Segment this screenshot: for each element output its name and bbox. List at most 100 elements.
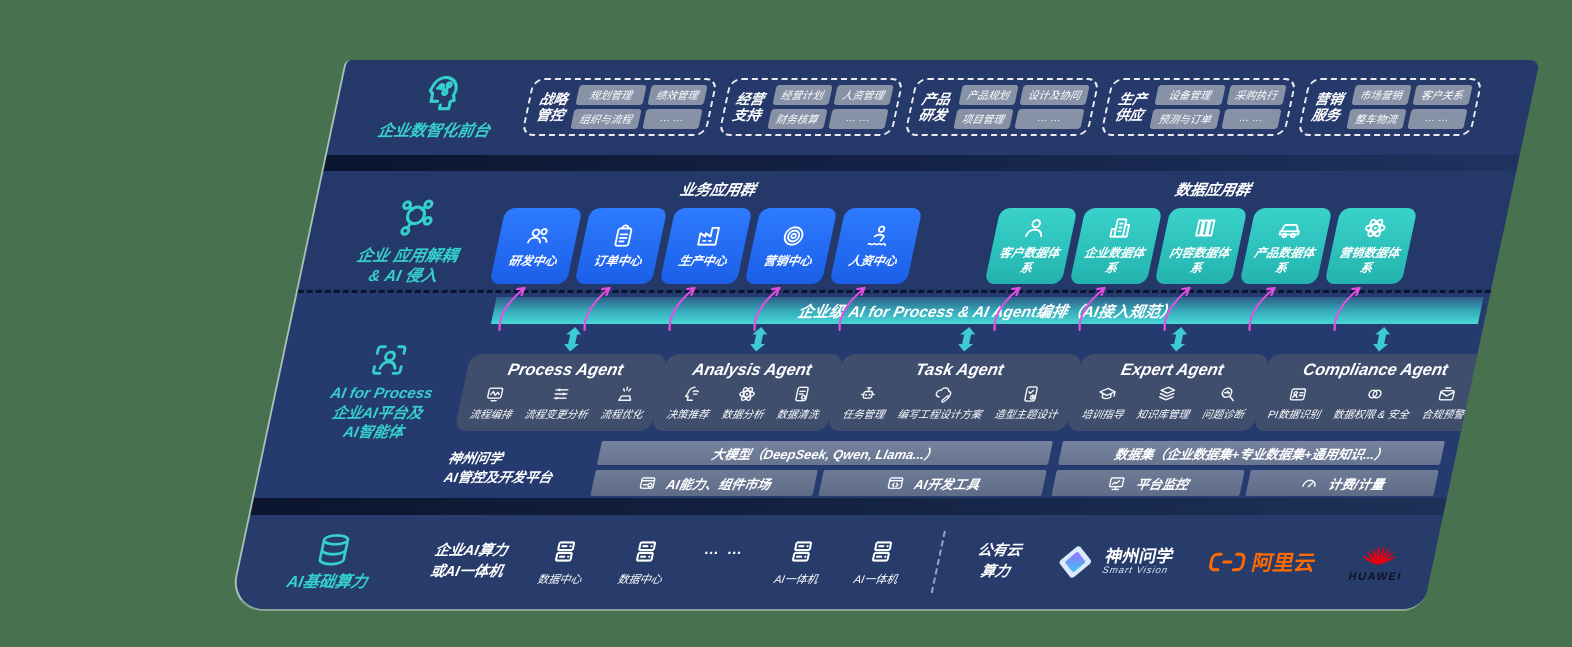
database-icon bbox=[311, 531, 357, 569]
agent-card-process: Process Agent 流程编排 流程变更分析 流程优化 bbox=[454, 327, 668, 432]
grad-cap-icon bbox=[1095, 384, 1119, 404]
infra-band: AI基础算力 企业AI算力 或AI一体机 数据中心 数据中心 … … AI一体机 bbox=[230, 515, 1444, 609]
business-app-box: 营销中心 bbox=[744, 207, 838, 331]
agent-capability: 知识库管理 bbox=[1135, 384, 1196, 422]
platform-row: 神州问学 AI管控及开发平台 大模型（DeepSeek, Qwen, Llama… bbox=[440, 441, 1445, 497]
flow-arrow bbox=[668, 286, 696, 331]
model-bar: 大模型（DeepSeek, Qwen, Llama...） bbox=[596, 441, 1053, 466]
agent-title: Expert Agent bbox=[1119, 361, 1226, 380]
tablet-check-icon bbox=[1018, 384, 1042, 404]
ellipsis: … … bbox=[702, 540, 747, 558]
clipboard-icon bbox=[607, 223, 639, 249]
platform-label: 神州问学 AI管控及开发平台 bbox=[440, 441, 592, 496]
app-layer-side-label: 企业 应用解耦 & AI 侵入 bbox=[298, 197, 507, 289]
agent-capability: 问题诊断 bbox=[1201, 384, 1251, 422]
platform-tool: AI能力、组件市场 bbox=[590, 470, 819, 497]
front-group-title: 产品研发 bbox=[917, 90, 953, 124]
ai-layer-label-line1: AI for Process bbox=[328, 385, 435, 403]
infra-side-label: AI基础算力 bbox=[260, 531, 403, 594]
data-app-box: 内容数据体系 bbox=[1154, 207, 1248, 331]
agent-card-analysis: Analysis Agent 决策推荐 数据分析 数据清洗 bbox=[651, 327, 844, 432]
server-icon bbox=[548, 537, 583, 566]
business-app-label: 生产中心 bbox=[677, 253, 729, 268]
capability-pill: 预测与订单 bbox=[1149, 109, 1221, 130]
target-icon bbox=[777, 223, 809, 249]
double-arrow-icon bbox=[957, 327, 975, 352]
dataset-group: 数据集（企业数据集+专业数据集+通用知识...） 平台监控 计费/计量 bbox=[1051, 441, 1445, 497]
app-layer-label-line1: 企业 应用解耦 bbox=[355, 247, 460, 265]
car-icon bbox=[1274, 215, 1306, 241]
capability-pill: … … bbox=[1406, 109, 1468, 130]
divider bbox=[930, 531, 946, 594]
person-icon bbox=[1019, 215, 1051, 241]
agent-title: Process Agent bbox=[506, 361, 625, 380]
agent-capability: 数据权限 & 安全 bbox=[1331, 384, 1415, 422]
business-app-label: 订单中心 bbox=[592, 253, 644, 268]
sliders-icon bbox=[548, 384, 572, 404]
agent-capability: 编写工程设计方案 bbox=[896, 384, 988, 422]
capability-pill: 组织与流程 bbox=[570, 109, 642, 130]
capability-pill: 财务核算 bbox=[766, 109, 828, 130]
front-group-title: 营销服务 bbox=[1310, 90, 1346, 124]
front-stage-group: 产品研发 产品规划 设计及协同 项目管理 … … bbox=[903, 78, 1101, 137]
front-group-title: 战略管控 bbox=[534, 90, 570, 124]
app-layer-band: 企业 应用解耦 & AI 侵入 业务应用群 研发中心 订单中心 bbox=[298, 170, 1517, 331]
compute-node: AI一体机 bbox=[852, 537, 906, 587]
flow-arrow bbox=[838, 286, 866, 331]
factory-icon bbox=[692, 223, 724, 249]
agent-card-expert: Expert Agent 培训指导 知识库管理 问题诊断 bbox=[1066, 327, 1269, 432]
business-app-box: 人资中心 bbox=[829, 207, 923, 331]
huawei-logo-icon bbox=[1361, 545, 1398, 566]
users-icon bbox=[522, 223, 554, 249]
alicloud-name: 阿里云 bbox=[1249, 552, 1318, 576]
partner-alicloud: 阿里云 bbox=[1205, 547, 1318, 577]
capability-pill: … … bbox=[1013, 109, 1085, 130]
smart-vision-logo-icon bbox=[1059, 546, 1092, 578]
capability-pill: … … bbox=[641, 109, 703, 130]
agent-card-task: Task Agent 任务管理 编写工程设计方案 造型主题设计 bbox=[827, 327, 1083, 432]
smart-vision-name: 神州问学 bbox=[1103, 546, 1176, 566]
platform-label-line2: AI管控及开发平台 bbox=[442, 469, 554, 485]
server-icon bbox=[628, 537, 663, 566]
flow-arrow bbox=[498, 286, 526, 331]
front-stage-label: 企业数智化前台 bbox=[375, 122, 492, 140]
partner-huawei: HUAWEI bbox=[1347, 542, 1409, 583]
columns-icon bbox=[1189, 215, 1221, 241]
enterprise-compute-label: 企业AI算力 或AI一体机 bbox=[428, 543, 510, 581]
agent-capability: 决策推荐 bbox=[665, 384, 715, 422]
data-group-header: 数据应用群 bbox=[1173, 181, 1253, 199]
server-icon bbox=[864, 537, 899, 566]
rings-icon bbox=[1363, 384, 1387, 404]
capability-pill: 设备管理 bbox=[1154, 85, 1226, 106]
mail-alert-icon bbox=[1435, 384, 1459, 404]
agent-title: Task Agent bbox=[913, 361, 1006, 380]
layer-edge bbox=[250, 498, 1447, 516]
doc-gear-icon bbox=[790, 384, 814, 404]
robot-icon bbox=[856, 384, 880, 404]
business-group-header: 业务应用群 bbox=[678, 181, 758, 199]
agent-capability: 任务管理 bbox=[841, 384, 891, 422]
layer-edge bbox=[323, 154, 1520, 171]
flow-arrow bbox=[1078, 286, 1106, 331]
id-card-icon bbox=[1286, 384, 1310, 404]
gauge-icon bbox=[1298, 474, 1321, 493]
ai-layer-label-line2: 企业AI平台及 bbox=[330, 404, 425, 422]
platform-tool: 平台监控 bbox=[1051, 470, 1245, 497]
compute-node: AI一体机 bbox=[773, 537, 827, 587]
dataset-bar: 数据集（企业数据集+专业数据集+通用知识...） bbox=[1057, 441, 1445, 466]
capability-pill: 经营计划 bbox=[771, 85, 833, 106]
public-cloud-label: 公有云 算力 bbox=[976, 543, 1024, 581]
ai-platform-band: 企业级 AI for Process & AI Agent编排（AI接入规范） … bbox=[253, 290, 1492, 499]
agent-capability: 培训指导 bbox=[1080, 384, 1130, 422]
cloud-pen-icon bbox=[932, 384, 956, 404]
agent-capability: 流程优化 bbox=[599, 384, 649, 422]
window-gear-icon bbox=[636, 474, 659, 493]
atom-icon bbox=[1359, 215, 1391, 241]
capability-pill: 项目管理 bbox=[952, 109, 1014, 130]
capability-pill: 绩效管理 bbox=[646, 85, 708, 106]
double-arrow-icon bbox=[1373, 327, 1391, 352]
capability-pill: 产品规划 bbox=[957, 85, 1019, 106]
business-app-box: 订单中心 bbox=[574, 207, 668, 331]
compute-node: 数据中心 bbox=[536, 537, 591, 587]
